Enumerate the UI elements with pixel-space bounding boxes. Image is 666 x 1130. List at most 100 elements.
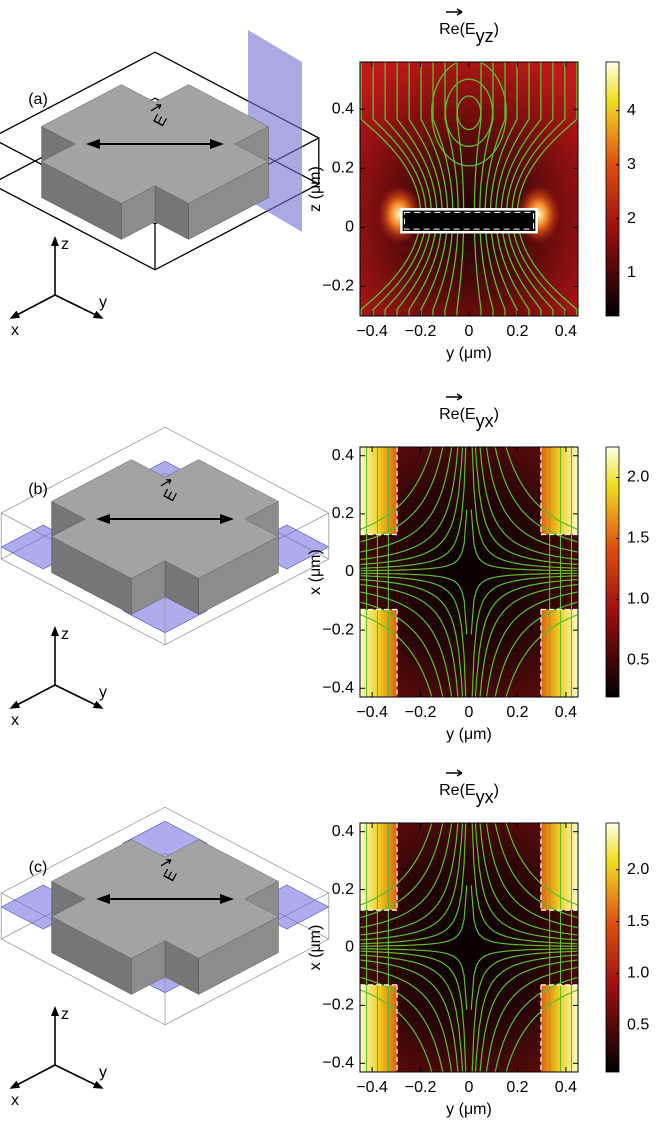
panel-label: (a) (28, 91, 48, 108)
y-tick-label: 0.4 (332, 100, 354, 117)
arrow-head (9, 1080, 21, 1089)
x-tick-label: 0 (465, 704, 474, 721)
colorbar-tick-label: 1.0 (627, 965, 649, 982)
chart-title: Re(Eyx) (439, 782, 499, 807)
streamline (384, 62, 433, 316)
x-tick-label: −0.2 (405, 704, 437, 721)
y-tick-label: −0.2 (322, 278, 354, 295)
colorbar (605, 446, 620, 698)
title-symbol: E (465, 406, 476, 423)
x-tick-label: −0.2 (405, 323, 437, 340)
title-symbol: E (465, 21, 476, 38)
y-tick-label: 0 (345, 219, 354, 236)
streamline (511, 62, 566, 316)
colorbar-tick-label: 0.5 (627, 1017, 649, 1034)
arrow-head (96, 894, 110, 904)
colorbar-tick-label: 2 (627, 210, 636, 227)
colorbar-tick-label: 4 (627, 102, 636, 119)
title-prefix: Re( (439, 21, 465, 38)
streamline (431, 62, 507, 167)
arrow-head (92, 700, 104, 709)
colorbar-tick-label: 0.5 (627, 652, 649, 669)
axis-label: y (99, 1064, 107, 1081)
colorbar-tick-label: 2.0 (627, 861, 649, 878)
streamline (516, 62, 578, 316)
structure-outline (403, 211, 535, 230)
y-tick-label: 0.4 (332, 823, 354, 840)
title-suffix: ) (494, 782, 499, 799)
axis-arrow (54, 294, 101, 318)
panel-label: (c) (29, 859, 48, 876)
axis-arrow (12, 1064, 56, 1088)
colorbar-tick-label: 1.0 (627, 591, 649, 608)
schematic: E (0, 426, 330, 646)
arrow-head (9, 700, 21, 709)
arrow-head (51, 236, 59, 246)
x-tick-label: −0.2 (405, 1079, 437, 1096)
x-tick-label: −0.4 (356, 1079, 388, 1096)
x-tick-label: 0 (465, 323, 474, 340)
colorbar-tick-label: 1 (627, 264, 636, 281)
y-tick-label: 0.2 (332, 160, 354, 177)
y-axis-label: x (μm) (307, 549, 324, 595)
y-tick-label: 0.2 (332, 881, 354, 898)
heatmap (360, 447, 578, 697)
vector-arrow (150, 104, 162, 112)
heatmap (360, 823, 578, 1072)
streamline (479, 62, 494, 316)
x-tick-label: 0.4 (555, 323, 577, 340)
vector-arrow (446, 769, 463, 777)
arrow-head (92, 1080, 104, 1089)
axis-arrow (54, 1064, 101, 1088)
title-prefix: Re( (439, 406, 465, 423)
schematic: E (0, 30, 321, 271)
axis-arrow (54, 684, 101, 708)
x-tick-label: 0.2 (506, 704, 528, 721)
y-axis-label: z (μm) (307, 166, 324, 212)
x-tick-label: 0 (465, 1079, 474, 1096)
streamline (505, 62, 554, 316)
arrow-head (92, 310, 104, 319)
arrow-head (51, 626, 59, 636)
x-tick-label: 0.2 (506, 1079, 528, 1096)
streamline (408, 62, 443, 316)
title-symbol: E (465, 782, 476, 799)
streamline (372, 62, 427, 316)
x-tick-label: 0.4 (555, 1079, 577, 1096)
y-tick-label: −0.2 (322, 997, 354, 1014)
streamline (495, 62, 530, 316)
axis-label: y (99, 684, 107, 701)
arrow-head (220, 894, 234, 904)
heatmap (360, 62, 578, 316)
streamline (489, 62, 518, 316)
y-tick-label: 0.4 (332, 447, 354, 464)
streamline (500, 62, 542, 316)
axis-label: x (11, 712, 19, 729)
streamline (484, 62, 506, 316)
vector-arrow (160, 859, 172, 867)
title-subscript: yz (476, 26, 494, 46)
vector-arrow (446, 8, 463, 16)
vector-arrow (160, 479, 172, 487)
title-prefix: Re( (439, 782, 465, 799)
schematic: E (0, 806, 330, 1026)
y-tick-label: −0.4 (322, 1055, 354, 1072)
streamline (456, 95, 482, 131)
colorbar-tick-label: 1.5 (627, 913, 649, 930)
arrow-head (96, 514, 110, 524)
y-tick-label: −0.4 (322, 679, 354, 696)
vector-arrow (446, 393, 463, 401)
colorbar-tick-label: 2.0 (627, 469, 649, 486)
x-tick-label: 0.2 (506, 323, 528, 340)
colorbar (605, 822, 620, 1073)
title-suffix: ) (494, 406, 499, 423)
arrow-head (210, 139, 224, 149)
x-tick-label: −0.4 (356, 323, 388, 340)
streamline (444, 78, 494, 147)
streamline (420, 62, 449, 316)
chart-title: Re(Eyz) (439, 21, 499, 46)
x-axis-label: y (μm) (446, 345, 492, 362)
y-axis-label: x (μm) (307, 925, 324, 971)
panel-label: (b) (28, 481, 48, 498)
